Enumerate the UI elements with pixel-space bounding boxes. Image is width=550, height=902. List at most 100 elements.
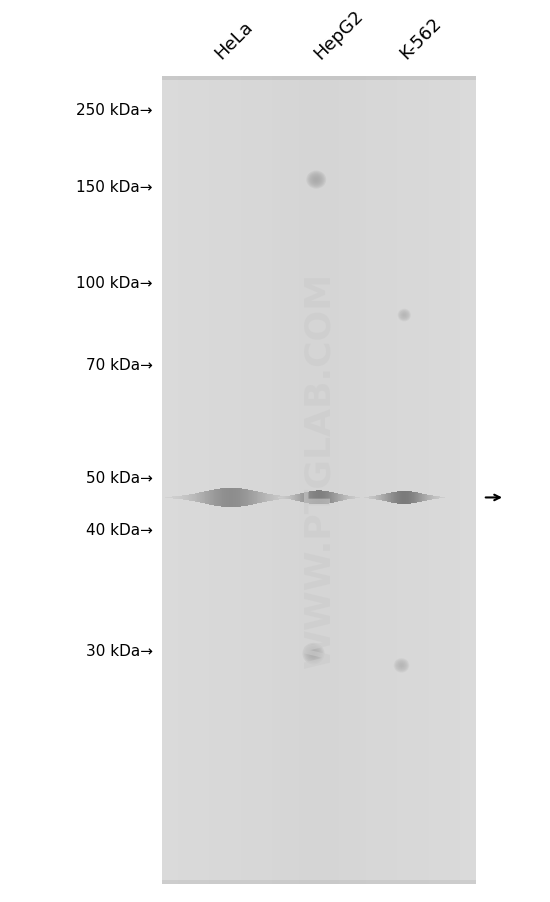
Bar: [283, 496, 284, 500]
Bar: [378, 495, 379, 501]
Bar: [273, 495, 274, 501]
Bar: [272, 77, 276, 884]
Bar: [374, 77, 378, 884]
Bar: [188, 495, 189, 501]
Bar: [269, 494, 270, 502]
Bar: [417, 77, 421, 884]
Bar: [370, 497, 371, 499]
Bar: [285, 497, 286, 499]
Bar: [312, 492, 313, 504]
Bar: [241, 77, 245, 884]
Bar: [327, 77, 331, 884]
Bar: [191, 494, 192, 502]
Bar: [323, 491, 324, 505]
Bar: [176, 497, 177, 499]
Bar: [425, 77, 429, 884]
Bar: [384, 494, 385, 502]
Bar: [417, 493, 419, 502]
Bar: [317, 491, 318, 505]
Bar: [346, 77, 350, 884]
Bar: [354, 497, 355, 499]
Bar: [310, 492, 311, 504]
Bar: [286, 496, 287, 500]
Bar: [311, 77, 315, 884]
Bar: [301, 493, 302, 502]
Bar: [241, 489, 242, 507]
Bar: [413, 77, 417, 884]
Ellipse shape: [311, 176, 321, 185]
Bar: [217, 489, 218, 507]
Bar: [318, 491, 320, 505]
Bar: [221, 489, 222, 507]
Bar: [334, 493, 335, 502]
Bar: [429, 77, 433, 884]
Bar: [365, 497, 366, 499]
Bar: [184, 495, 185, 501]
Bar: [168, 497, 169, 499]
Bar: [336, 493, 337, 502]
Bar: [331, 77, 335, 884]
Bar: [472, 77, 476, 884]
Bar: [393, 492, 394, 503]
Ellipse shape: [395, 659, 408, 672]
Bar: [434, 496, 435, 500]
Bar: [202, 492, 203, 503]
Bar: [223, 489, 224, 507]
Text: HepG2: HepG2: [311, 7, 367, 63]
Bar: [261, 492, 262, 503]
Bar: [302, 493, 303, 502]
Bar: [213, 490, 214, 506]
Bar: [339, 77, 343, 884]
Bar: [194, 494, 195, 502]
Bar: [284, 496, 285, 500]
Bar: [305, 492, 306, 503]
Bar: [406, 492, 407, 504]
Bar: [250, 491, 251, 505]
Bar: [166, 497, 167, 499]
Bar: [213, 77, 217, 884]
Bar: [433, 496, 434, 500]
Bar: [330, 492, 331, 503]
Bar: [280, 497, 281, 499]
Bar: [421, 493, 422, 502]
Bar: [342, 495, 343, 501]
Bar: [464, 77, 468, 884]
Bar: [292, 495, 293, 501]
Bar: [452, 77, 456, 884]
Bar: [162, 880, 476, 884]
Bar: [206, 492, 207, 504]
Bar: [448, 77, 452, 884]
Bar: [242, 489, 243, 507]
Bar: [280, 77, 284, 884]
Bar: [442, 497, 443, 499]
Bar: [233, 77, 236, 884]
Bar: [373, 496, 374, 500]
Bar: [240, 489, 241, 507]
Bar: [344, 495, 345, 501]
Bar: [314, 491, 315, 505]
Bar: [283, 497, 284, 499]
Bar: [204, 492, 205, 504]
Bar: [288, 497, 289, 499]
Bar: [410, 492, 411, 504]
Text: 70 kDa→: 70 kDa→: [86, 358, 153, 373]
Bar: [396, 492, 397, 504]
Bar: [387, 493, 388, 502]
Bar: [203, 492, 204, 503]
Bar: [226, 488, 227, 508]
Bar: [303, 493, 304, 502]
Bar: [208, 491, 209, 505]
Bar: [313, 492, 314, 504]
Bar: [289, 497, 290, 499]
Bar: [382, 494, 383, 502]
Bar: [358, 77, 362, 884]
Bar: [236, 77, 241, 884]
Bar: [263, 493, 265, 502]
Bar: [209, 491, 210, 505]
Ellipse shape: [400, 312, 408, 319]
Bar: [395, 492, 396, 503]
Bar: [255, 492, 256, 504]
Bar: [390, 493, 391, 502]
Bar: [308, 492, 309, 504]
Bar: [393, 77, 398, 884]
